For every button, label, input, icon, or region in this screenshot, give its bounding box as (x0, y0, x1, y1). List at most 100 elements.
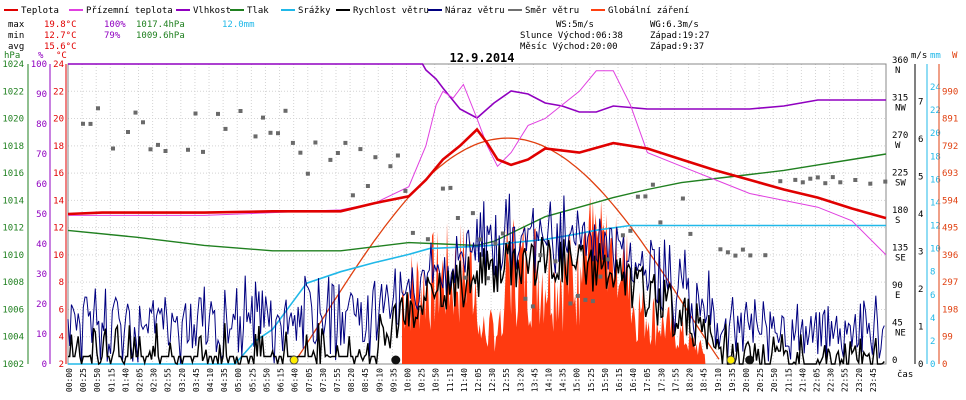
wind-direction-mark (283, 108, 288, 113)
wind-direction-mark (643, 194, 648, 199)
wind-direction-mark (163, 149, 168, 153)
tick-time: 22:30 (827, 368, 836, 392)
sunrise-marker (289, 355, 299, 365)
wind-direction-mark (793, 177, 798, 182)
wind-direction-mark (156, 142, 160, 147)
tick-temperature: 8 (59, 278, 64, 288)
wind-direction-mark (261, 115, 265, 120)
wind-direction-mark (148, 147, 153, 152)
tick-rain: 18 (930, 152, 941, 162)
tick-time: 03:20 (178, 368, 187, 392)
legend-label: Směr větru (525, 6, 579, 16)
tick-radiation: 396 (942, 251, 958, 261)
wind-direction-mark (463, 275, 468, 280)
info-panel: WS:5m/s WG:6.3m/s Slunce Východ:06:38 Zá… (520, 20, 710, 52)
wind-direction-mark (238, 109, 243, 113)
tick-direction-name: NW (895, 104, 906, 114)
tick-temperature: 6 (59, 305, 64, 315)
tick-radiation: 99 (942, 333, 953, 343)
stat-max-label: max (8, 20, 25, 30)
tick-time: 07:05 (305, 368, 314, 392)
series-line-Srážky (68, 224, 886, 365)
tick-time: 12:05 (474, 368, 483, 392)
wind-direction-mark (583, 297, 588, 302)
tick-wind: 3 (918, 248, 923, 258)
tick-time: 17:55 (671, 368, 680, 392)
tick-direction-name: E (895, 291, 900, 301)
wind-direction-mark (853, 178, 858, 182)
unit-time: čas (897, 369, 913, 380)
tick-time: 06:40 (291, 368, 300, 392)
tick-direction-name: N (895, 66, 900, 76)
legend-label: Náraz větru (445, 6, 505, 16)
tick-pressure: 1016 (2, 169, 24, 179)
stat-min-press: 1009.6hPa (136, 31, 185, 41)
tick-time: 01:40 (121, 368, 130, 392)
wind-direction-mark (718, 247, 723, 252)
wind-direction-mark (313, 140, 318, 145)
unit-w: W (952, 51, 958, 61)
wind-direction-mark (688, 231, 693, 236)
tick-time: 10:50 (432, 368, 441, 392)
info-moon-set: Západ:9:37 (650, 42, 704, 52)
tick-rain: 8 (930, 268, 935, 278)
tick-time: 17:30 (657, 368, 666, 392)
wind-direction-mark (635, 194, 640, 199)
wind-direction-mark (201, 149, 205, 154)
wind-direction-mark (823, 181, 828, 186)
tick-radiation: 0 (942, 360, 947, 370)
unit-hpa: hPa (4, 51, 20, 61)
info-wg: WG:6.3m/s (650, 20, 699, 30)
wind-direction-mark (538, 253, 543, 258)
tick-time: 15:25 (587, 368, 596, 392)
tick-time: 13:45 (530, 368, 539, 392)
wind-direction-mark (838, 180, 843, 185)
wind-direction-mark (763, 253, 768, 258)
radiation-envelope-line (292, 137, 720, 365)
wind-direction-mark (141, 120, 145, 125)
wind-direction-mark (335, 151, 340, 155)
wind-direction-mark (493, 241, 498, 246)
tick-direction: 270 (892, 131, 908, 141)
tick-pressure: 1008 (2, 278, 24, 288)
tick-time: 15:00 (573, 368, 582, 392)
tick-humidity: 90 (36, 90, 47, 100)
tick-temperature: 24 (53, 60, 64, 70)
tick-humidity: 80 (36, 120, 47, 130)
unit-pct: % (38, 51, 44, 61)
series-line-wind-speed (68, 236, 885, 367)
tick-time: 17:05 (643, 368, 652, 392)
tick-rain: 14 (930, 198, 941, 208)
radiation-measured-area (402, 196, 706, 364)
tick-time: 04:35 (220, 368, 229, 392)
unit-ms: m/s (911, 51, 927, 61)
tick-pressure: 1006 (2, 305, 24, 315)
tick-wind: 4 (918, 210, 923, 220)
wind-direction-mark (830, 175, 835, 180)
wind-direction-mark (216, 111, 220, 116)
tick-humidity: 30 (36, 270, 47, 280)
wind-direction-mark (328, 157, 333, 162)
tick-rain: 12 (930, 222, 941, 232)
tick-time: 01:15 (107, 368, 116, 392)
wind-direction-mark (523, 296, 528, 301)
wind-direction-mark (358, 147, 363, 152)
tick-time: 18:45 (700, 368, 709, 392)
wind-direction-mark (343, 140, 348, 145)
wind-direction-mark (455, 216, 460, 220)
wind-direction-mark (253, 134, 258, 139)
moonset-marker (391, 355, 401, 365)
legend-label: Tlak (247, 6, 269, 16)
legend-label: Přízemní teplota (86, 6, 173, 16)
tick-direction-name: SE (895, 254, 906, 264)
wind-direction-mark (111, 146, 115, 151)
wind-direction-mark (81, 121, 85, 126)
tick-time: 08:45 (361, 368, 370, 392)
wind-direction-mark (800, 180, 805, 185)
wind-direction-mark (658, 220, 663, 225)
tick-time: 13:20 (516, 368, 525, 392)
wind-direction-mark (350, 193, 355, 198)
wind-direction-mark (88, 121, 93, 126)
tick-direction: 90 (892, 281, 903, 291)
wind-direction-mark (276, 131, 280, 136)
